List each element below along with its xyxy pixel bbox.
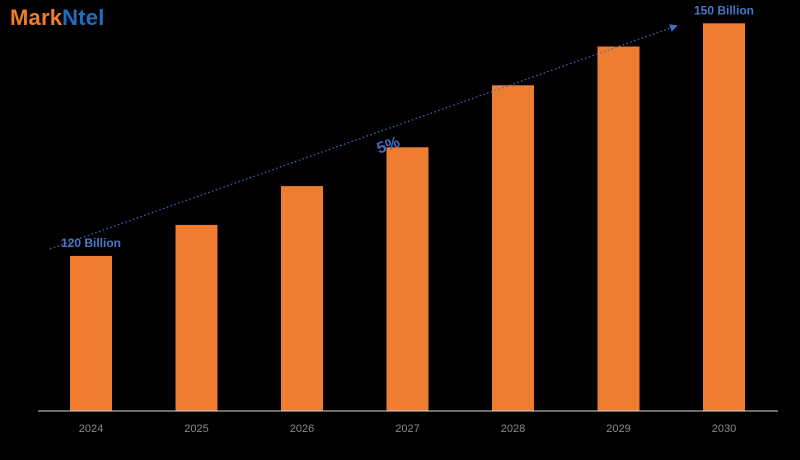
x-tick-2026: 2026 [290,423,314,435]
data-labels: 120 Billion 150 Billion [61,3,754,250]
bar-2024 [70,255,112,411]
x-tick-2029: 2029 [606,423,630,435]
x-tick-labels: 2024 2025 2026 2027 2028 2029 2030 [79,423,736,435]
data-label-2030: 150 Billion [694,3,754,17]
data-label-2024: 120 Billion [61,236,121,250]
x-tick-2025: 2025 [184,423,208,435]
x-tick-2028: 2028 [501,423,525,435]
x-tick-2030: 2030 [712,423,736,435]
bar-2030 [703,23,745,412]
bar-2026 [281,186,323,411]
x-tick-2024: 2024 [79,423,103,435]
bar-2029 [597,46,640,411]
bar-2027 [386,147,429,412]
logo-part-mark: Mark [10,5,63,30]
bar-2025 [175,224,218,411]
growth-rate-label: 5% [375,134,402,158]
marknt-logo: MarkNtel [10,6,105,30]
bar-2028 [492,85,534,412]
x-tick-2027: 2027 [395,423,419,435]
bars-group [70,23,745,412]
growth-trend-arrow [49,24,678,250]
logo-part-ntel: Ntel [62,5,105,30]
